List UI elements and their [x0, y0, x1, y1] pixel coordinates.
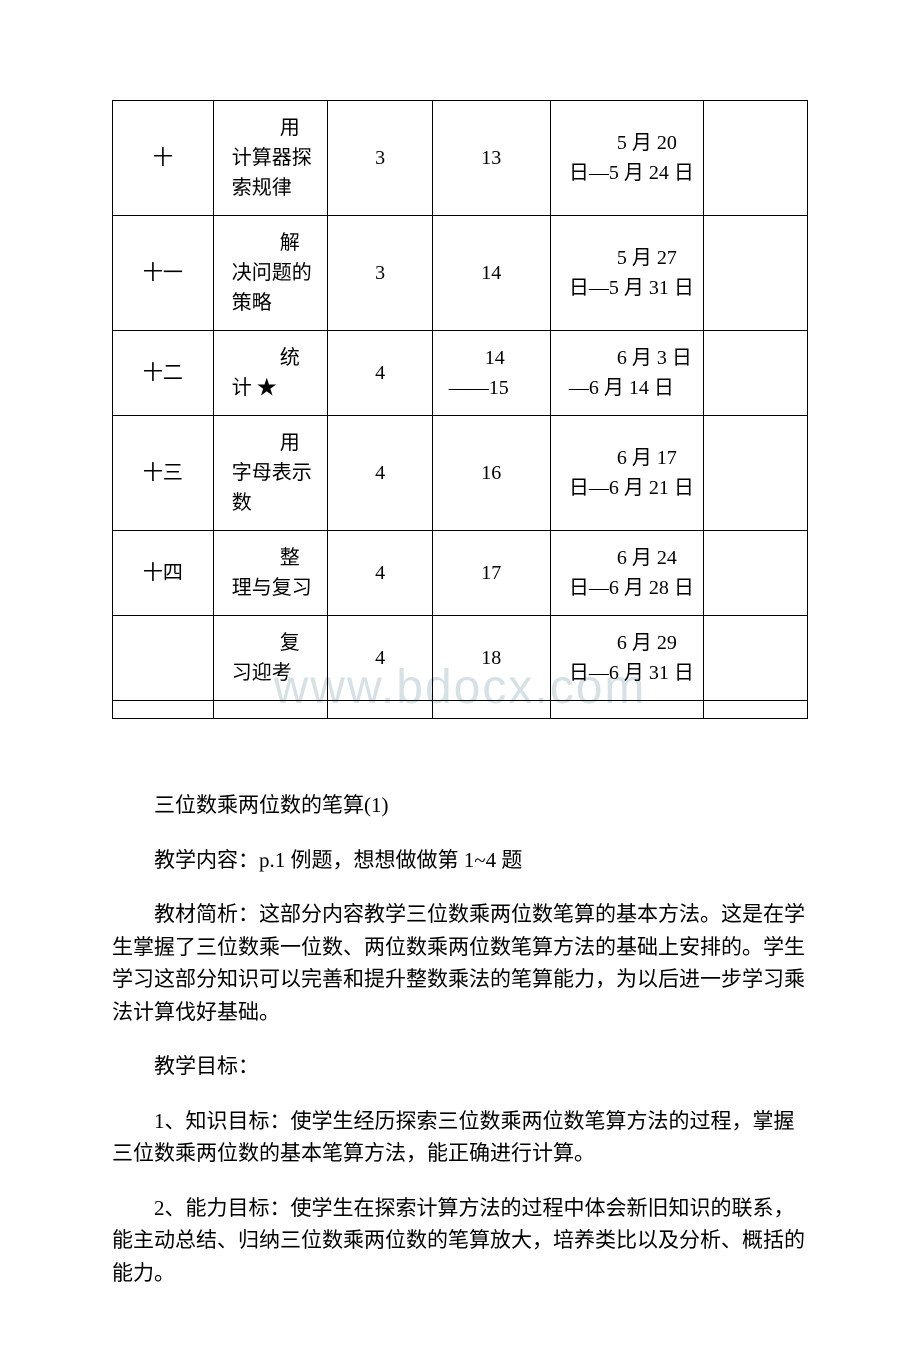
table-body: 十 用计算器探索规律 3 13 5 月 20 日—5 月 24 日 十一 解决问…	[113, 101, 808, 719]
cell-note	[703, 416, 807, 531]
cell-hours: 4	[328, 331, 432, 416]
paragraph-goal-2: 2、能力目标：使学生在探索计算方法的过程中体会新旧知识的联系，能主动总结、归纳三…	[112, 1192, 808, 1290]
cell-empty	[113, 701, 214, 719]
cell-empty	[550, 701, 703, 719]
cell-topic: 统计 ★	[213, 331, 328, 416]
cell-week: 16	[432, 416, 550, 531]
cell-topic: 复习迎考	[213, 616, 328, 701]
cell-unit: 十三	[113, 416, 214, 531]
cell-note	[703, 616, 807, 701]
cell-unit: 十	[113, 101, 214, 216]
table-row: 十二 统计 ★ 4 14——15 6 月 3 日—6 月 14 日	[113, 331, 808, 416]
cell-date: 6 月 17 日—6 月 21 日	[550, 416, 703, 531]
cell-note	[703, 101, 807, 216]
paragraph-analysis: 教材简析：这部分内容教学三位数乘两位数笔算的基本方法。这是在学生掌握了三位数乘一…	[112, 898, 808, 1028]
cell-unit: 十一	[113, 216, 214, 331]
cell-hours: 3	[328, 216, 432, 331]
table-row-empty	[113, 701, 808, 719]
cell-week: 13	[432, 101, 550, 216]
table-row: 十一 解决问题的策略 3 14 5 月 27 日—5 月 31 日	[113, 216, 808, 331]
cell-date: 6 月 3 日—6 月 14 日	[550, 331, 703, 416]
lesson-title: 三位数乘两位数的笔算(1)	[112, 789, 808, 822]
cell-unit	[113, 616, 214, 701]
table-row: 十四 整理与复习 4 17 6 月 24 日—6 月 28 日	[113, 531, 808, 616]
paragraph-content: 教学内容：p.1 例题，想想做做第 1~4 题	[112, 844, 808, 877]
cell-empty	[328, 701, 432, 719]
table-row: 复习迎考 4 18 6 月 29 日—6 月 31 日	[113, 616, 808, 701]
cell-topic: 解决问题的策略	[213, 216, 328, 331]
paragraph-goal-1: 1、知识目标：使学生经历探索三位数乘两位数笔算方法的过程，掌握三位数乘两位数的基…	[112, 1105, 808, 1170]
body-text: 三位数乘两位数的笔算(1) 教学内容：p.1 例题，想想做做第 1~4 题 教材…	[112, 789, 808, 1290]
cell-week: 17	[432, 531, 550, 616]
cell-hours: 4	[328, 416, 432, 531]
cell-date: 5 月 27 日—5 月 31 日	[550, 216, 703, 331]
cell-hours: 4	[328, 531, 432, 616]
cell-week: 14	[432, 216, 550, 331]
cell-note	[703, 216, 807, 331]
cell-note	[703, 331, 807, 416]
document-page: www.bdocx.com 十 用计算器探索规律 3 13 5 月 20 日—5…	[0, 0, 920, 1372]
cell-hours: 4	[328, 616, 432, 701]
cell-hours: 3	[328, 101, 432, 216]
cell-note	[703, 531, 807, 616]
cell-empty	[432, 701, 550, 719]
cell-empty	[703, 701, 807, 719]
cell-topic: 整理与复习	[213, 531, 328, 616]
cell-unit: 十四	[113, 531, 214, 616]
cell-date: 6 月 29 日—6 月 31 日	[550, 616, 703, 701]
table-row: 十三 用字母表示数 4 16 6 月 17 日—6 月 21 日	[113, 416, 808, 531]
table-row: 十 用计算器探索规律 3 13 5 月 20 日—5 月 24 日	[113, 101, 808, 216]
cell-topic: 用字母表示数	[213, 416, 328, 531]
cell-week: 14——15	[432, 331, 550, 416]
cell-topic: 用计算器探索规律	[213, 101, 328, 216]
paragraph-goal-header: 教学目标：	[112, 1050, 808, 1083]
cell-unit: 十二	[113, 331, 214, 416]
cell-empty	[213, 701, 328, 719]
schedule-table: 十 用计算器探索规律 3 13 5 月 20 日—5 月 24 日 十一 解决问…	[112, 100, 808, 719]
cell-date: 6 月 24 日—6 月 28 日	[550, 531, 703, 616]
cell-date: 5 月 20 日—5 月 24 日	[550, 101, 703, 216]
cell-week: 18	[432, 616, 550, 701]
